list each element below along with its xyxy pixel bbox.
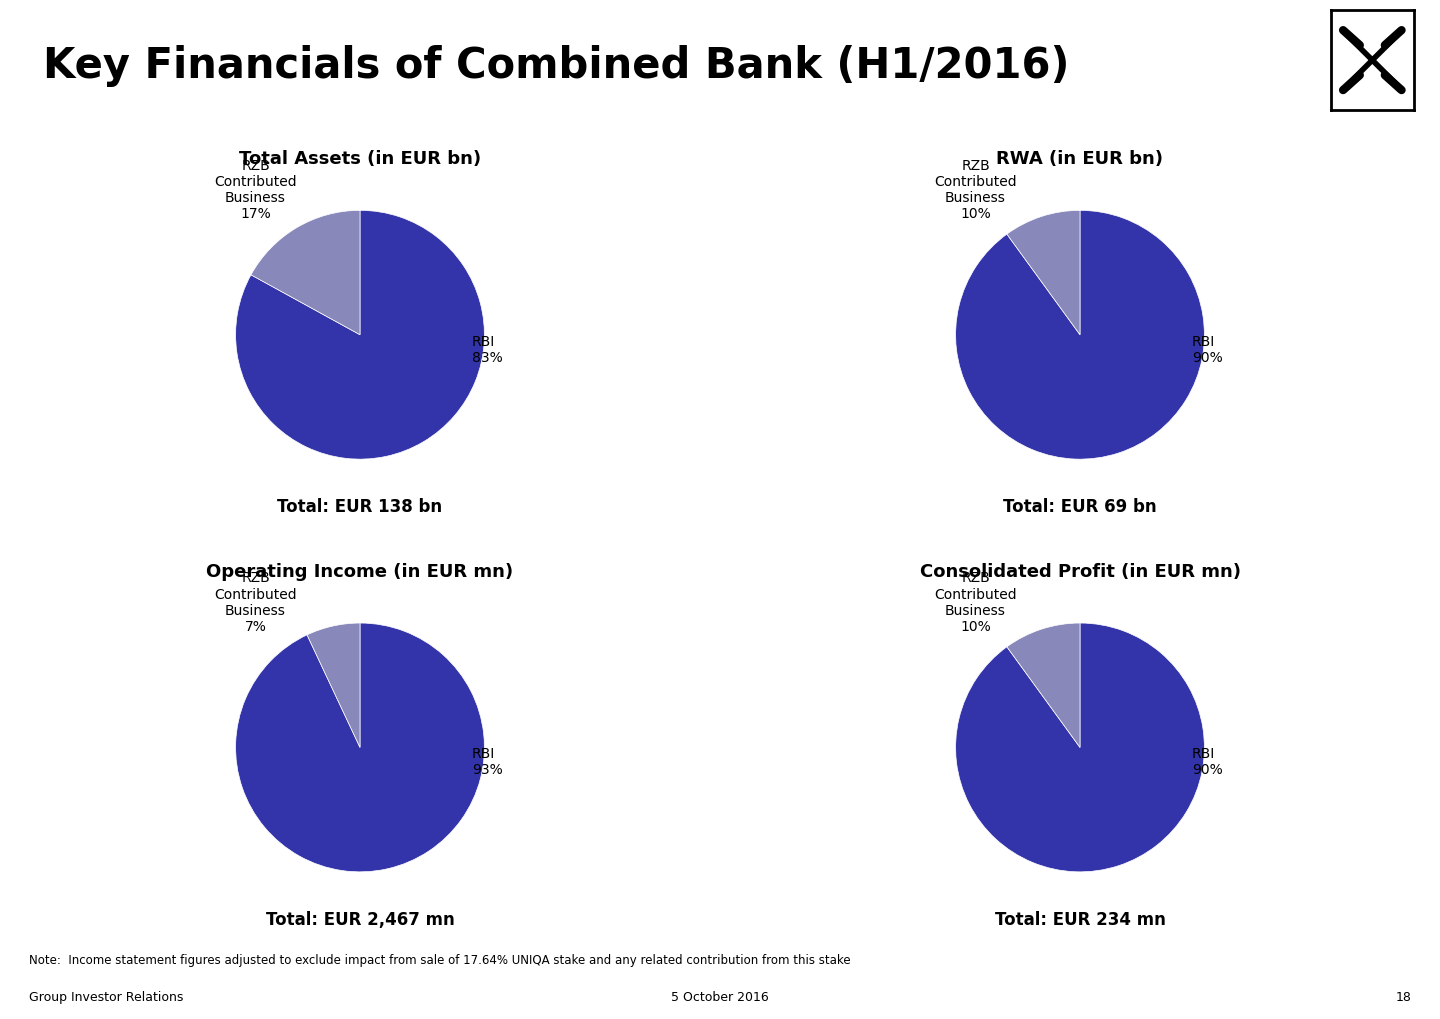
Wedge shape xyxy=(251,210,360,334)
Text: RBI
90%: RBI 90% xyxy=(1192,334,1223,365)
Text: RBI
93%: RBI 93% xyxy=(472,747,503,777)
Text: RZB
Contributed
Business
10%: RZB Contributed Business 10% xyxy=(935,572,1017,634)
Wedge shape xyxy=(307,623,360,748)
Text: Total Assets (in EUR bn): Total Assets (in EUR bn) xyxy=(239,150,481,168)
Wedge shape xyxy=(236,623,484,872)
Text: Operating Income (in EUR mn): Operating Income (in EUR mn) xyxy=(206,562,514,581)
Wedge shape xyxy=(1007,210,1080,334)
Text: Consolidated Profit (in EUR mn): Consolidated Profit (in EUR mn) xyxy=(920,562,1240,581)
Text: Group Investor Relations: Group Investor Relations xyxy=(29,991,183,1004)
Text: RBI
90%: RBI 90% xyxy=(1192,747,1223,777)
Wedge shape xyxy=(1007,623,1080,748)
Text: RZB
Contributed
Business
17%: RZB Contributed Business 17% xyxy=(215,159,297,221)
Text: 18: 18 xyxy=(1395,991,1411,1004)
Text: RWA (in EUR bn): RWA (in EUR bn) xyxy=(996,150,1164,168)
Text: Total: EUR 2,467 mn: Total: EUR 2,467 mn xyxy=(265,911,455,928)
Text: RZB
Contributed
Business
10%: RZB Contributed Business 10% xyxy=(935,159,1017,221)
Text: 5 October 2016: 5 October 2016 xyxy=(671,991,769,1004)
Text: Note:  Income statement figures adjusted to exclude impact from sale of 17.64% U: Note: Income statement figures adjusted … xyxy=(29,954,851,967)
Wedge shape xyxy=(956,210,1204,460)
Text: Total: EUR 69 bn: Total: EUR 69 bn xyxy=(1004,498,1156,516)
Wedge shape xyxy=(956,623,1204,872)
Text: Total: EUR 234 mn: Total: EUR 234 mn xyxy=(995,911,1165,928)
Text: Total: EUR 138 bn: Total: EUR 138 bn xyxy=(278,498,442,516)
Text: Key Financials of Combined Bank (H1/2016): Key Financials of Combined Bank (H1/2016… xyxy=(43,45,1070,88)
Text: RZB
Contributed
Business
7%: RZB Contributed Business 7% xyxy=(215,572,297,634)
Wedge shape xyxy=(236,210,484,460)
Text: RBI
83%: RBI 83% xyxy=(472,334,503,365)
